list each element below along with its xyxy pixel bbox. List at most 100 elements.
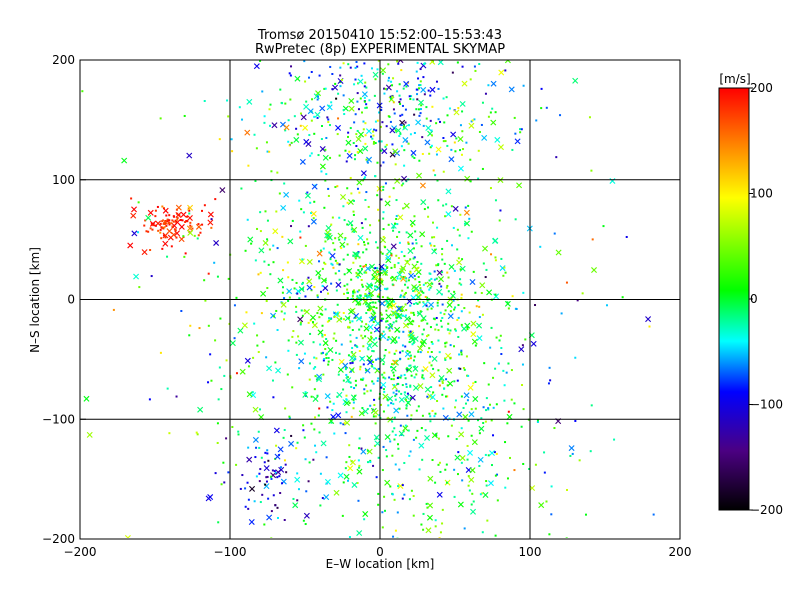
point-x-1832	[303, 103, 310, 110]
point-dot-877	[464, 402, 467, 405]
point-dot-1796	[430, 144, 433, 147]
point-dot-1525	[186, 220, 189, 223]
point-dot-1027	[360, 378, 363, 381]
point-dot-1368	[360, 111, 363, 114]
point-dot-1135	[366, 461, 369, 464]
point-x-518	[382, 269, 389, 276]
point-dot-843	[460, 349, 463, 352]
point-dot-1794	[364, 198, 367, 201]
point-dot-531	[276, 328, 279, 331]
point-dot-2232	[263, 260, 266, 263]
point-dot-2096	[494, 293, 497, 296]
x-tick-label-1: −100	[214, 545, 247, 559]
point-dot-1922	[477, 419, 480, 422]
point-dot-394	[314, 366, 317, 369]
point-dot-806	[403, 373, 406, 376]
point-x-1744	[280, 204, 287, 211]
point-dot-200	[283, 318, 286, 321]
point-dot-2061	[450, 205, 453, 208]
point-dot-1760	[395, 217, 398, 220]
point-dot-2226	[168, 432, 171, 435]
point-dot-1202	[316, 116, 319, 119]
point-dot-791	[310, 395, 313, 398]
point-dot-1821	[300, 208, 303, 211]
point-dot-728	[485, 409, 488, 412]
point-dot-1966	[492, 434, 495, 437]
point-dot-1720	[327, 194, 330, 197]
point-dot-1248	[355, 145, 358, 148]
point-x-901	[384, 479, 391, 486]
point-dot-244	[420, 319, 423, 322]
point-dot-2072	[560, 312, 563, 315]
point-dot-1419	[481, 101, 484, 104]
point-dot-1385	[354, 66, 357, 69]
point-x-7	[479, 282, 486, 289]
point-dot-2230	[188, 212, 191, 215]
point-dot-997	[390, 277, 393, 280]
point-x-794	[476, 335, 483, 342]
point-x-1086	[345, 377, 352, 384]
point-x-1941	[568, 445, 575, 452]
point-dot-1103	[220, 388, 223, 391]
point-dot-252	[361, 337, 364, 340]
point-dot-1351	[281, 102, 284, 105]
point-dot-2161	[358, 464, 361, 467]
point-x-853	[273, 427, 280, 434]
point-dot-372	[392, 378, 395, 381]
colorbar-tick-label-0: 200	[750, 81, 773, 95]
point-x-2082	[357, 269, 363, 275]
point-dot-272	[478, 305, 481, 308]
point-dot-170	[436, 226, 439, 229]
point-x-2047	[186, 152, 193, 159]
point-x-352	[499, 265, 506, 272]
point-dot-324	[490, 326, 493, 329]
point-dot-1981	[425, 304, 428, 307]
point-dot-1266	[342, 94, 345, 97]
point-dot-1847	[489, 187, 492, 190]
point-dot-374	[309, 332, 312, 335]
point-dot-52	[395, 312, 398, 315]
point-dot-810	[438, 380, 441, 383]
point-dot-1332	[331, 73, 334, 76]
point-dot-1925	[383, 495, 386, 498]
point-dot-1905	[466, 444, 469, 447]
point-dot-1733	[346, 201, 349, 204]
point-dot-180	[499, 334, 502, 337]
point-dot-1530	[191, 227, 194, 230]
point-dot-426	[353, 291, 356, 294]
point-dot-1369	[391, 95, 394, 98]
point-x-684	[504, 300, 511, 307]
point-dot-141	[458, 353, 461, 356]
point-dot-1483	[160, 237, 163, 240]
point-dot-486	[404, 276, 407, 279]
point-dot-588	[395, 254, 398, 257]
point-dot-293	[370, 335, 373, 338]
point-dot-1382	[419, 108, 422, 111]
point-dot-1666	[462, 148, 465, 151]
point-dot-1558	[259, 501, 262, 504]
point-dot-135	[428, 347, 431, 350]
point-dot-393	[375, 329, 378, 332]
point-x-1620	[420, 199, 427, 206]
point-dot-979	[320, 352, 323, 355]
point-dot-1052	[405, 383, 408, 386]
point-dot-595	[244, 249, 247, 252]
point-dot-2084	[648, 325, 651, 328]
point-x-762	[343, 400, 350, 407]
point-dot-1111	[382, 388, 385, 391]
point-dot-2043	[456, 318, 459, 321]
point-dot-501	[349, 334, 352, 337]
point-dot-1364	[353, 121, 356, 124]
point-dot-1581	[214, 472, 217, 475]
point-dot-420	[346, 288, 349, 291]
point-dot-676	[323, 261, 326, 264]
point-dot-796	[460, 351, 463, 354]
point-dot-1978	[578, 459, 581, 462]
point-dot-364	[257, 273, 260, 276]
point-dot-1278	[412, 98, 415, 101]
point-dot-1901	[348, 536, 351, 538]
point-dot-771	[434, 328, 437, 331]
point-x-725	[506, 413, 513, 420]
point-dot-2049	[478, 130, 481, 133]
point-x-1634	[283, 124, 290, 131]
